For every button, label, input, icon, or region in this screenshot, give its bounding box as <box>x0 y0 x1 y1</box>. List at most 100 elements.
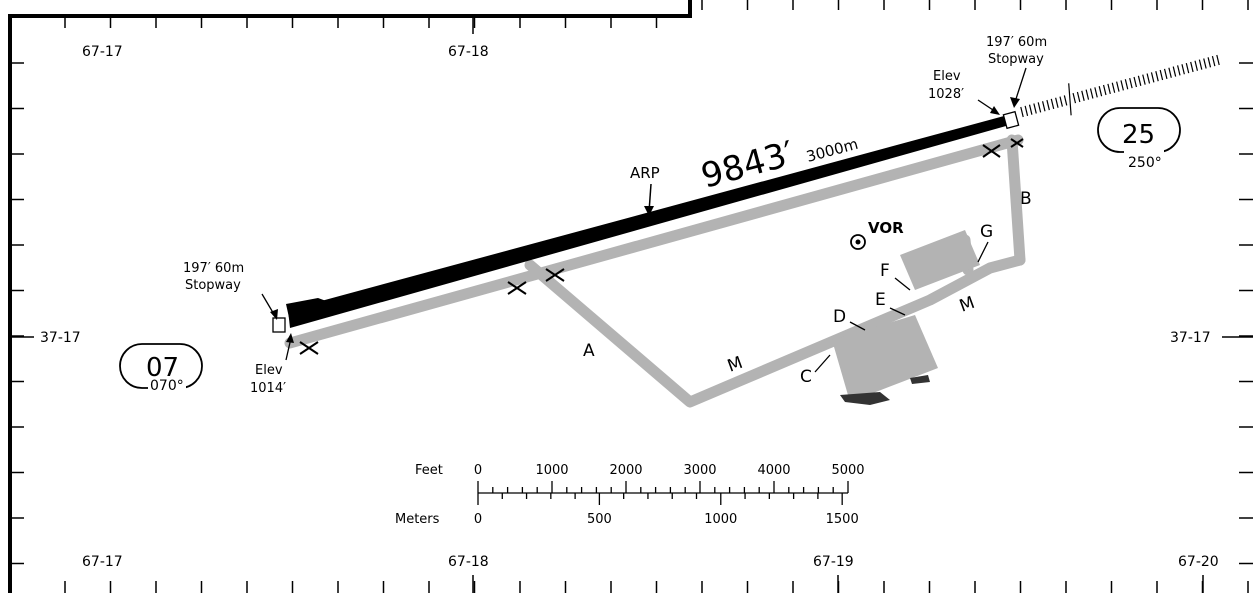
vor-symbol <box>850 234 866 250</box>
taxiway-e-arrow <box>889 307 906 316</box>
taxiway-label-b: B <box>1020 189 1032 209</box>
approach-light-bar <box>1085 89 1090 100</box>
approach-light-bar <box>1107 83 1111 95</box>
taxiway-c-arrow <box>814 354 831 373</box>
runway-end-25: 25 250° <box>1097 107 1181 171</box>
scale-meter-tick-label: 500 <box>587 512 612 527</box>
approach-light-bar <box>1129 77 1133 89</box>
coord-top-mid: 67-18 <box>448 44 489 60</box>
scale-meter-tick-label: 0 <box>474 512 482 527</box>
x-mark-4 <box>982 144 1001 158</box>
approach-light-bar <box>1098 86 1103 97</box>
scale-feet-label: Feet <box>415 463 443 478</box>
runway-end-07-gap <box>148 380 186 392</box>
runway-07-25 <box>288 116 1006 328</box>
coord-bottom-right2: 67-20 <box>1178 554 1219 570</box>
north-apron <box>900 230 980 290</box>
scale-feet-tick-label: 5000 <box>831 463 864 478</box>
runway-end-07-number: 07 <box>146 353 179 383</box>
scale-feet-tick-label: 0 <box>474 463 482 478</box>
x-mark-1 <box>299 341 319 355</box>
approach-light-bar <box>1198 59 1203 70</box>
approach-light-bar <box>1081 90 1085 101</box>
taxiway-d-arrow <box>849 321 866 331</box>
approach-light-bar <box>1050 98 1055 110</box>
taxiway-label-d: D <box>833 307 846 327</box>
taxiway-label-arrows <box>814 241 989 373</box>
runway-end-25-heading: 250° <box>1128 155 1162 171</box>
approach-light-bar <box>1207 57 1212 68</box>
x-mark-3 <box>545 268 565 282</box>
approach-light-bar <box>1076 91 1081 103</box>
approach-light-bar <box>1150 72 1155 83</box>
scale-feet-tick-label: 4000 <box>757 463 790 478</box>
approach-light-bar <box>1177 65 1181 76</box>
scale-meter-tick-label: 1000 <box>704 512 737 527</box>
taxiway-label-a: A <box>583 341 595 361</box>
approach-light-bar <box>1116 81 1120 92</box>
coord-bottom-right1: 67-19 <box>813 554 854 570</box>
approach-light-bar <box>1137 75 1142 86</box>
approach-light-bar <box>1190 61 1194 73</box>
scale-meter-tick-label: 1500 <box>826 512 859 527</box>
stopway-west-box <box>272 317 286 333</box>
stopway-east-arrowhead <box>1010 97 1020 108</box>
approach-light-bar <box>1037 102 1042 113</box>
arp-label: ARP <box>630 164 660 182</box>
approach-light-bar <box>1041 101 1046 112</box>
approach-light-bar <box>1163 68 1168 80</box>
taxiway-label-c: C <box>800 367 812 387</box>
parallel-taxiway <box>284 134 1024 349</box>
stopway-east-label: Stopway <box>988 52 1044 67</box>
elev-east-value: 1028′ <box>928 87 964 102</box>
taxiway-label-f: F <box>880 261 890 281</box>
elev-west-arrowhead <box>286 333 294 343</box>
approach-light-bar <box>1028 104 1033 115</box>
approach-light-bar <box>1063 95 1068 106</box>
stopway-east-dist: 197′ 60m <box>986 35 1047 50</box>
approach-light-bar <box>1211 56 1216 67</box>
approach-light-bar <box>1059 96 1063 107</box>
scale-meters-label: Meters <box>395 512 440 527</box>
approach-light-bar <box>1155 71 1159 82</box>
arp-arrowhead <box>644 206 654 216</box>
approach-light-bar <box>1133 76 1138 88</box>
approach-light-bar <box>1111 82 1116 93</box>
approach-light-bar <box>1094 87 1098 98</box>
approach-light-bar <box>1159 69 1164 81</box>
approach-lights <box>1020 54 1220 118</box>
scale-bar <box>477 481 849 505</box>
chart-frame <box>8 0 692 593</box>
scale-feet-tick-label: 2000 <box>609 463 642 478</box>
closed-markers <box>299 138 1024 355</box>
taxiway-f-arrow <box>894 277 911 291</box>
taxiway-m-a-line <box>524 254 1026 408</box>
approach-light-bar <box>1172 66 1177 77</box>
x-mark-2 <box>507 281 527 295</box>
terminal-annex <box>910 375 930 384</box>
scale-feet-tick-label: 1000 <box>535 463 568 478</box>
x-mark-5 <box>1010 138 1024 148</box>
taxiway-label-m1: M <box>725 353 746 377</box>
scale-ticks <box>477 481 849 505</box>
terminal-apron <box>832 315 938 402</box>
border-tick-marks <box>10 0 1253 593</box>
taxiway-label-g: G <box>980 222 993 242</box>
approach-light-bar <box>1203 58 1207 69</box>
taxiway-b-line <box>1006 134 1026 266</box>
coord-right-lat: 37-17 <box>1170 330 1211 346</box>
terminal-building <box>840 392 890 405</box>
coord-bottom-left: 67-17 <box>82 554 123 570</box>
approach-light-bar <box>1020 106 1024 118</box>
runway-07-blast-pad <box>286 298 340 322</box>
stopway-east-arrow <box>1014 67 1027 103</box>
scale-meter-tick-labels: 0 500 1000 1500 <box>474 512 859 527</box>
approach-light-bar <box>1142 74 1146 85</box>
stopway-west-label: Stopway <box>185 278 241 293</box>
approach-light-bar <box>1194 60 1199 71</box>
taxiway-g-arrow <box>977 241 989 263</box>
approach-light-bar <box>1024 105 1029 116</box>
elev-west-label: Elev <box>255 363 283 378</box>
approach-light-bar <box>1124 79 1129 90</box>
